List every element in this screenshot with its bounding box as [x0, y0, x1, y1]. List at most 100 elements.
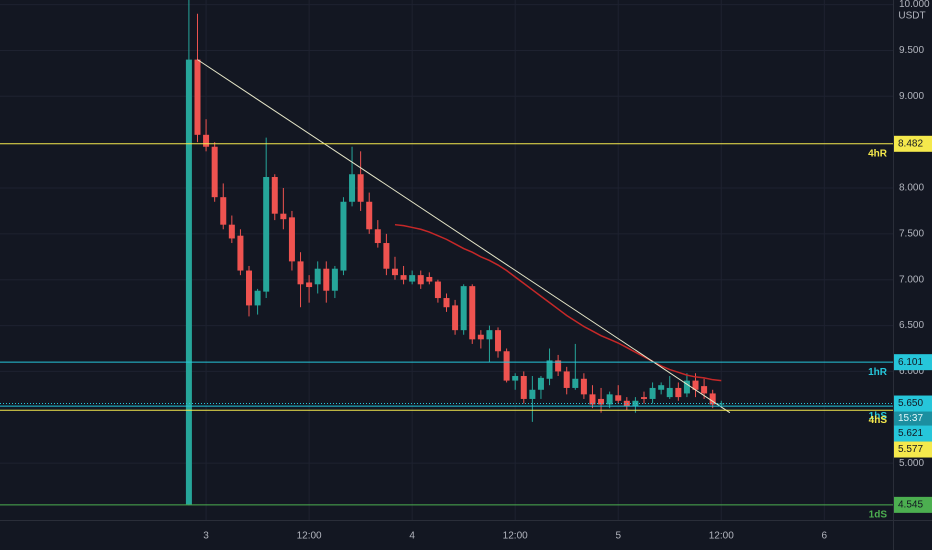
level-name: 1hS	[869, 411, 888, 422]
candle-body	[683, 380, 690, 394]
candle-body	[469, 286, 476, 340]
candle-body	[495, 330, 502, 352]
candle-body	[340, 201, 347, 271]
candle-body	[409, 275, 416, 282]
countdown-label: 15:37	[898, 413, 923, 424]
candle-body	[228, 224, 235, 239]
candle-body	[417, 275, 424, 285]
candle-body	[331, 268, 338, 291]
candle-body	[658, 385, 665, 390]
candle-body	[589, 394, 596, 405]
candle-body	[203, 134, 210, 147]
candle-body	[220, 197, 227, 225]
candle-body	[546, 360, 553, 379]
y-tick-label: 10.000	[899, 0, 930, 10]
candle-body	[477, 334, 484, 340]
level-name: 1hR	[868, 367, 888, 378]
candle-body	[520, 376, 527, 399]
level-name: 1dS	[869, 510, 888, 521]
candle-body	[512, 376, 519, 381]
price-tag-label: 5.650	[898, 398, 923, 409]
candle-body	[211, 146, 218, 198]
y-tick-label: 5.000	[899, 458, 924, 469]
price-tag-label: 4.545	[898, 500, 923, 511]
trend-line	[197, 59, 731, 414]
moving-average-line	[394, 223, 722, 382]
candle-body	[426, 276, 433, 282]
candle-body	[718, 403, 725, 405]
candle-body	[675, 387, 682, 398]
y-tick-label: 9.000	[899, 91, 924, 102]
x-tick-label: 12:00	[503, 531, 528, 542]
price-tag-label: 8.482	[898, 138, 923, 149]
candle-body	[709, 393, 716, 405]
candle-body	[701, 386, 708, 394]
candles	[185, 0, 725, 506]
x-tick-label: 5	[615, 531, 621, 542]
level-name: 4hR	[868, 148, 888, 159]
candle-body	[503, 351, 510, 381]
candle-body	[666, 387, 673, 398]
price-tag	[894, 354, 932, 371]
candle-body	[297, 261, 304, 285]
candle-body	[391, 268, 398, 276]
candle-body	[374, 229, 381, 244]
candle-body	[598, 398, 605, 405]
x-tick-label: 3	[203, 531, 209, 542]
y-tick-label: 7.500	[899, 229, 924, 240]
candle-body	[623, 400, 630, 407]
candle-body	[434, 281, 441, 299]
candle-body	[314, 268, 321, 285]
candle-body	[563, 371, 570, 388]
candle-body	[649, 387, 656, 399]
candle-body	[400, 275, 407, 280]
price-tag	[894, 496, 932, 513]
candle-body	[357, 174, 364, 202]
candle-body	[271, 177, 278, 214]
x-tick-label: 6	[822, 531, 828, 542]
y-tick-label: 7.000	[899, 274, 924, 285]
level-name: 4hS	[869, 415, 888, 426]
candle-body	[349, 174, 356, 202]
candle-body	[185, 59, 192, 505]
candle-body	[366, 201, 373, 230]
candle-body	[323, 268, 330, 291]
candle-body	[263, 177, 270, 292]
candle-body	[537, 377, 544, 390]
candle-body	[194, 59, 201, 135]
candle-body	[632, 400, 639, 407]
candle-body	[306, 282, 313, 288]
price-tag	[894, 441, 932, 458]
candle-body	[606, 394, 613, 405]
candle-body	[383, 243, 390, 269]
y-tick-label: 6.500	[899, 320, 924, 331]
price-tag	[894, 135, 932, 152]
countdown-tag	[894, 411, 932, 426]
candle-body	[529, 389, 536, 399]
candle-body	[615, 395, 622, 401]
candle-body	[246, 270, 253, 306]
candle-body	[692, 380, 699, 390]
candle-body	[280, 213, 287, 220]
y-tick-label: 9.500	[899, 45, 924, 56]
currency-label: USDT	[898, 11, 925, 22]
price-tag-label: 5.621	[898, 428, 923, 439]
candle-body	[237, 235, 244, 271]
candle-body	[254, 290, 261, 306]
candle-body	[486, 330, 493, 340]
price-tag-label: 5.577	[898, 444, 923, 455]
candle-body	[288, 217, 295, 262]
x-tick-label: 12:00	[709, 531, 734, 542]
x-tick-label: 4	[409, 531, 415, 542]
candle-body	[460, 286, 467, 331]
candle-body	[443, 298, 450, 308]
candle-body	[555, 360, 562, 372]
candle-body	[640, 397, 647, 399]
y-tick-label: 8.000	[899, 183, 924, 194]
x-tick-label: 12:00	[297, 531, 322, 542]
candle-body	[580, 378, 587, 395]
price-tag-label: 6.101	[898, 357, 923, 368]
price-tag	[894, 425, 932, 442]
